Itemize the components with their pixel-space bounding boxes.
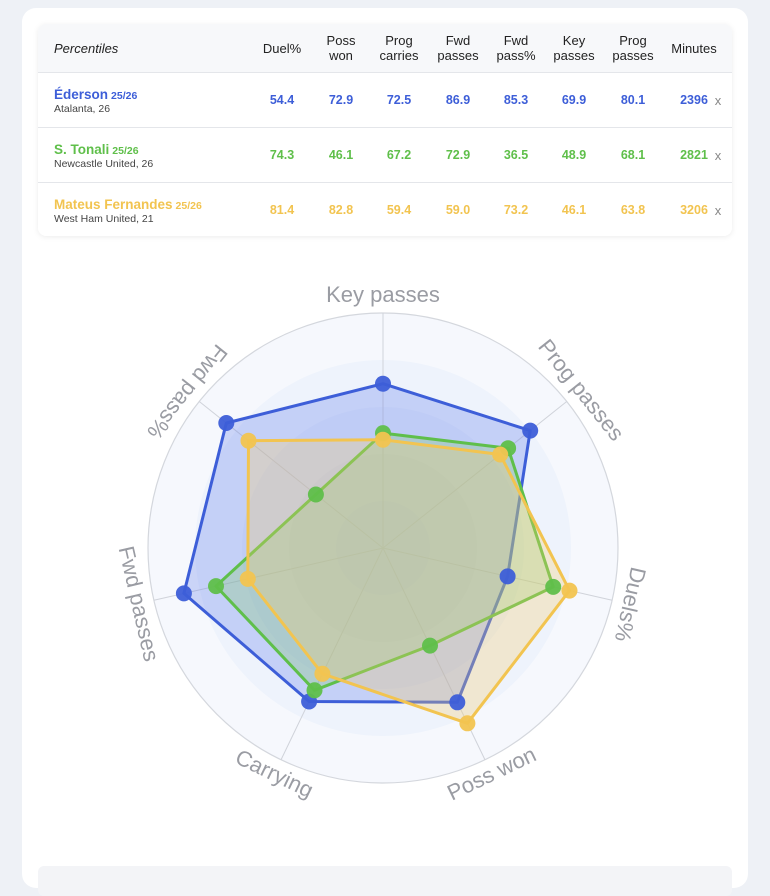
stat-value: 59.4: [386, 203, 412, 217]
player-team: West Ham United, 21: [54, 213, 154, 225]
stat-value: 73.2: [503, 203, 529, 217]
column-header-0[interactable]: Duel%: [252, 24, 312, 72]
radar-spoke: [280, 547, 384, 760]
series-point-2: [492, 446, 509, 463]
series-point-0: [218, 415, 235, 431]
stat-value: 48.9: [561, 148, 587, 162]
stat-value: 72.9: [445, 148, 471, 162]
column-header-line1: Fwd: [445, 33, 471, 48]
column-header-4[interactable]: Fwd pass%: [486, 24, 546, 72]
stat-value: 63.8: [620, 203, 646, 217]
series-point-2: [561, 582, 578, 599]
stat-value: 46.1: [561, 203, 587, 217]
series-point-1: [545, 578, 562, 595]
column-header-line2: passes: [437, 48, 479, 63]
series-point-1: [422, 637, 438, 654]
remove-player-button[interactable]: x: [714, 202, 722, 218]
axis-label: Key passes: [326, 282, 440, 307]
series-point-0: [375, 375, 391, 392]
player-name[interactable]: Mateus Fernandes 25/26: [54, 197, 202, 212]
stat-value: 2396: [680, 93, 708, 107]
series-point-1: [208, 578, 224, 595]
series-point-2: [459, 715, 476, 732]
series-point-1: [307, 486, 324, 503]
stat-value: 36.5: [503, 148, 529, 162]
table-row: Éderson 25/26 Atalanta, 26 54.4 72.9 72.5 86.9…: [38, 73, 732, 128]
table-header: Percentiles Duel% Poss won Prog carries Fwd pa…: [38, 24, 732, 73]
radar-spoke: [153, 547, 384, 601]
series-point-0: [449, 694, 466, 711]
stat-value: 68.1: [620, 148, 646, 162]
column-header-3[interactable]: Fwd passes: [428, 24, 488, 72]
stat-value: 2821: [680, 148, 708, 162]
player-team: Newcastle United, 26: [54, 158, 154, 170]
series-point-2: [240, 432, 257, 449]
column-header-6[interactable]: Prog passes: [603, 24, 663, 72]
series-point-2: [239, 570, 256, 587]
stat-value: 80.1: [620, 93, 646, 107]
column-header-line2: pass%: [496, 48, 536, 63]
table-row: S. Tonali 25/26 Newcastle United, 26 74.3 46…: [38, 128, 732, 183]
stat-value: 81.4: [269, 203, 295, 217]
table-row: Mateus Fernandes 25/26 West Ham United, 21…: [38, 183, 732, 237]
player-team: Atalanta, 26: [54, 103, 111, 115]
column-header-line2: passes: [553, 48, 595, 63]
stat-value: 85.3: [503, 93, 529, 107]
stat-value: 82.8: [328, 203, 354, 217]
stat-value: 46.1: [328, 148, 354, 162]
stat-value: 59.0: [445, 203, 471, 217]
stat-value: 72.9: [328, 93, 354, 107]
column-header-7[interactable]: Minutes: [664, 24, 724, 72]
player-season: 25/26: [175, 200, 202, 212]
player-name-text: Éderson: [54, 87, 109, 102]
column-header-line1: Key: [562, 33, 586, 48]
stat-value: 67.2: [386, 148, 412, 162]
column-header-5[interactable]: Key passes: [544, 24, 604, 72]
column-header-1[interactable]: Poss won: [311, 24, 371, 72]
column-header-line2: carries: [379, 48, 419, 63]
column-header-line1: Prog: [385, 33, 413, 48]
stat-value: 86.9: [445, 93, 471, 107]
column-header-line1: Prog: [619, 33, 647, 48]
series-point-2: [375, 431, 391, 448]
remove-player-button[interactable]: x: [714, 147, 722, 163]
player-season: 25/26: [112, 145, 139, 157]
column-header-2[interactable]: Prog carries: [369, 24, 429, 72]
column-header-line1: Minutes: [671, 40, 717, 56]
series-point-2: [314, 665, 331, 682]
series-point-0: [499, 568, 516, 585]
column-header-line1: Duel%: [262, 40, 302, 56]
player-name[interactable]: S. Tonali 25/26: [54, 142, 139, 157]
stat-value: 3206: [680, 203, 708, 217]
comparison-card: Percentiles Duel% Poss won Prog carries Fwd pa…: [22, 8, 748, 896]
column-header-line1: Poss: [326, 33, 356, 48]
stat-value: 74.3: [269, 148, 295, 162]
series-point-0: [175, 585, 192, 602]
bottom-panel: [38, 866, 732, 896]
percentiles-table: Percentiles Duel% Poss won Prog carries Fwd pa…: [38, 24, 732, 236]
stat-value: 72.5: [386, 93, 412, 107]
series-point-0: [522, 422, 539, 439]
stat-value: 54.4: [269, 93, 295, 107]
series-area-1: [214, 431, 555, 692]
column-header-line2: passes: [612, 48, 654, 63]
stat-value: 69.9: [561, 93, 587, 107]
column-header-line2: won: [329, 48, 353, 63]
series-area-0: [182, 382, 532, 704]
player-name-text: Mateus Fernandes: [54, 197, 173, 212]
series-point-1: [306, 682, 323, 699]
player-name[interactable]: Éderson 25/26: [54, 87, 137, 102]
player-name-text: S. Tonali: [54, 142, 110, 157]
remove-player-button[interactable]: x: [714, 92, 722, 108]
player-season: 25/26: [111, 90, 138, 102]
series-area-2: [246, 438, 571, 725]
percentiles-label: Percentiles: [54, 40, 119, 56]
column-header-line1: Fwd: [503, 33, 529, 48]
